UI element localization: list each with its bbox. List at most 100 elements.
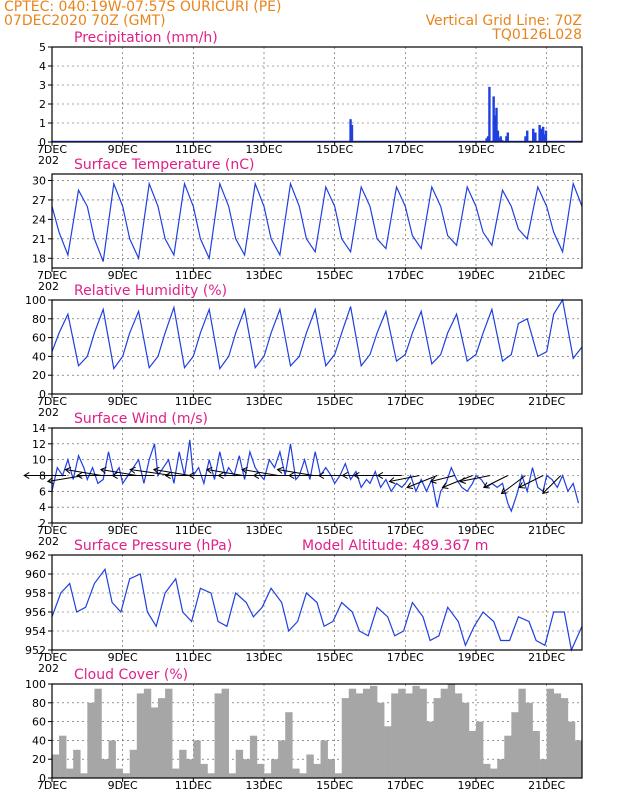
cloud-area-column (299, 773, 307, 778)
wind-title: Surface Wind (m/s) (74, 411, 208, 427)
cloud-area-column (525, 702, 533, 778)
precip-bar (493, 115, 497, 142)
cloud-area-column (370, 685, 378, 778)
cloud-title: Cloud Cover (%) (74, 667, 188, 683)
precip-x-tick-label: 11DEC (175, 143, 212, 156)
wind-arrow-head (317, 471, 325, 480)
precip-bar (541, 126, 545, 142)
cloud-area-column (419, 688, 427, 778)
wind-y-tick-label: 8 (39, 470, 46, 483)
wind-x-tick-label: 17DEC (387, 524, 424, 537)
cloud-area-column (158, 698, 166, 778)
rh-y-tick-label: 0 (39, 388, 46, 401)
precip-bar (488, 86, 491, 142)
temp-title: Surface Temperature (nC) (74, 157, 255, 173)
temp-series-line (51, 181, 583, 262)
cloud-y-tick-label: 20 (32, 753, 46, 766)
precip-bar (532, 128, 535, 142)
cloud-area-column (405, 693, 413, 778)
cloud-x-tick-label: 7DEC (37, 779, 67, 792)
cloud-area-column (52, 754, 60, 778)
precip-y-tick-label: 0 (39, 136, 46, 149)
pres-y-tick-label: 960 (25, 568, 46, 581)
rh-x-tick-label: 13DEC (245, 395, 282, 408)
wind-x-tick-label: 19DEC (457, 524, 494, 537)
precip-bar (350, 124, 354, 142)
cloud-y-tick-label: 100 (25, 678, 46, 691)
wind-arrow-head (288, 471, 295, 480)
cloud-area-column (497, 759, 505, 778)
temp-x-tick-label: 19DEC (457, 269, 494, 282)
cloud-area-column (165, 688, 173, 778)
precip-x-tick-label: 17DEC (387, 143, 424, 156)
wind-arrow-head (99, 466, 107, 474)
grid-line-note: Vertical Grid Line: 70Z (425, 13, 582, 29)
cloud-frame (51, 683, 583, 779)
pres-x-tick-label: 21DEC (528, 651, 565, 664)
precip-bar (526, 130, 529, 142)
wind-arrow-head (164, 471, 171, 480)
temp-x-tick-label: 13DEC (245, 269, 282, 282)
wind-x-tick-label: 21DEC (528, 524, 565, 537)
wind-arrow-head (111, 471, 118, 480)
cloud-area-column (377, 702, 385, 778)
cloud-area-column (518, 688, 526, 778)
precip-bar (349, 119, 352, 142)
wind-x-tick-label: 7DEC (37, 524, 67, 537)
wind-y-tick-label: 2 (39, 517, 46, 530)
pres-x-tick-label: 13DEC (245, 651, 282, 664)
wind-arrow (518, 475, 544, 488)
precip-y-tick-label: 5 (39, 41, 46, 54)
cloud-area-column (348, 688, 357, 778)
wind-arrow-head (205, 466, 213, 474)
cloud-area-column (73, 749, 81, 778)
wind-y-tick-label: 10 (32, 454, 46, 467)
wind-arrow-head (459, 477, 466, 484)
cloud-area-column (271, 759, 279, 778)
precip-y-tick-label: 2 (39, 98, 46, 111)
cloud-x-tick-label: 15DEC (316, 779, 353, 792)
temp-y-tick-label: 27 (32, 194, 46, 207)
wind-arrow-head (500, 487, 508, 495)
cloud-area-column (539, 759, 547, 778)
temp-y-tick-label: 21 (32, 233, 46, 246)
rh-year-stub: 202 (38, 406, 59, 419)
cloud-area-column (306, 754, 314, 778)
cloud-area-column (341, 698, 350, 778)
wind-arrow-head (252, 471, 260, 480)
wind-y-tick-label: 4 (39, 501, 46, 514)
wind-arrow-head (518, 482, 526, 489)
rh-y-tick-label: 60 (32, 332, 46, 345)
cloud-area-column (468, 731, 477, 778)
cloud-area-column (115, 768, 123, 778)
rh-frame (51, 299, 583, 395)
precip-x-tick-label: 15DEC (316, 143, 353, 156)
cloud-area-column (398, 688, 406, 778)
wind-arrow (442, 475, 473, 488)
cloud-area-column (426, 721, 434, 778)
cloud-x-tick-label: 21DEC (528, 779, 565, 792)
cloud-area-column (207, 773, 215, 778)
cloud-area-column (532, 731, 540, 778)
precip-bar (538, 124, 541, 142)
cloud-area-column (87, 702, 95, 778)
run-date: 07DEC2020 70Z (GMT) (4, 13, 166, 29)
cloud-area-column (235, 749, 244, 778)
rh-x-tick-label: 19DEC (457, 395, 494, 408)
cloud-area-column (108, 740, 116, 778)
cloud-area-column (313, 763, 321, 778)
precip-bar (544, 130, 548, 142)
wind-arrow (47, 475, 84, 482)
wind-arrow-head (129, 466, 136, 474)
wind-arrow-head (241, 466, 248, 474)
cloud-area-column (193, 740, 201, 778)
pres-x-tick-label: 9DEC (108, 651, 138, 664)
pres-y-tick-label: 952 (25, 644, 46, 657)
rh-x-tick-label: 15DEC (316, 395, 353, 408)
rh-series-line (51, 298, 583, 371)
cloud-panel: 0 20 40 60 80 100 7DEC 9DEC 11DEC 13DEC 15DEC 17DEC… (25, 667, 583, 792)
pres-x-tick-label: 19DEC (457, 651, 494, 664)
wind-arrow-head (388, 477, 396, 484)
temp-x-tick-label: 21DEC (528, 269, 565, 282)
cloud-area-column (412, 685, 420, 778)
